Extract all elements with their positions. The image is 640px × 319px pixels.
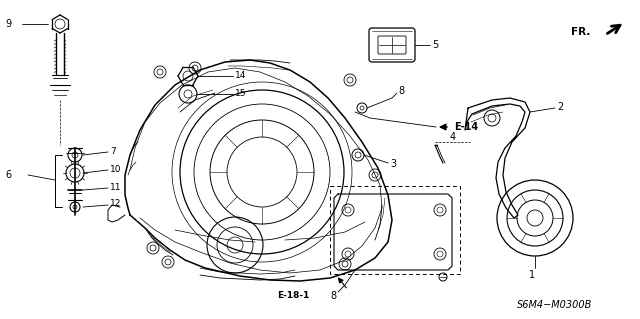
Text: E-14: E-14 [454,122,478,132]
Text: S6M4−M0300B: S6M4−M0300B [517,300,593,310]
Text: 8: 8 [330,291,336,301]
Text: 12: 12 [110,199,122,209]
Text: 10: 10 [110,165,122,174]
Text: 14: 14 [235,71,246,80]
Text: 4: 4 [450,132,456,142]
Text: 1: 1 [529,270,535,280]
Text: 7: 7 [110,146,116,155]
Text: 2: 2 [557,102,563,112]
Bar [330,186,460,274]
Text: FR.: FR. [571,27,590,37]
Text: E-18-1: E-18-1 [278,292,310,300]
Text: 8: 8 [398,86,404,96]
Text: 11: 11 [110,182,122,191]
Text: 9: 9 [5,19,11,29]
Text: 6: 6 [5,170,11,180]
Text: 5: 5 [432,40,438,50]
Text: 3: 3 [390,159,396,169]
Text: 15: 15 [235,90,246,99]
